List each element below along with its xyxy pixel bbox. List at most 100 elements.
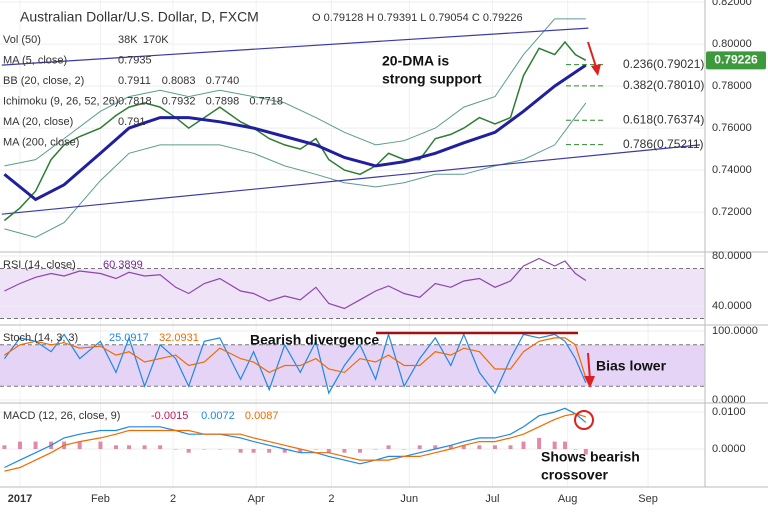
line-series (3, 332, 587, 395)
annotation: 20-DMA is (382, 53, 449, 69)
histogram-bar (552, 441, 557, 449)
y-tick-label: 40.0000 (712, 300, 752, 312)
indicator-readout: 0.7718 (249, 95, 283, 107)
annotation: Shows bearish (541, 449, 640, 465)
x-tick-label: 2017 (8, 493, 32, 505)
x-tick-label: 2 (328, 493, 334, 505)
histogram-bar (448, 445, 453, 449)
fib-label: 0.786(0.75211) (623, 137, 704, 151)
histogram-bar (282, 448, 287, 453)
histogram-bar (186, 448, 191, 453)
x-tick-label: Feb (91, 493, 110, 505)
indicator-readout: 38K (118, 34, 138, 46)
indicator-name: Ichimoku (9, 26, 52, 26) (3, 95, 119, 107)
histogram-bar (98, 441, 103, 449)
histogram-bar (17, 441, 22, 449)
y-tick-label: 0.0000 (712, 443, 746, 455)
annotation: Bias lower (596, 358, 667, 374)
y-tick-label: 80.0000 (712, 250, 752, 262)
indicator-readout: 0.7740 (206, 75, 240, 87)
indicator-readout: 0.791 (118, 116, 146, 128)
indicator-readout: 0.0072 (201, 410, 235, 422)
y-tick-label: 0.82000 (712, 0, 752, 8)
histogram-bar (573, 448, 578, 450)
indicator-name: MA (200, close) (3, 136, 79, 148)
arrow-head (584, 376, 595, 388)
histogram-bar (357, 448, 362, 453)
indicator-readout: 0.7932 (162, 95, 196, 107)
line-series (4, 102, 587, 238)
y-tick-label: 0.76000 (712, 122, 752, 134)
indicator-name: MA (20, close) (3, 116, 73, 128)
arrow-head (591, 64, 601, 76)
indicator-readout: 0.7935 (118, 54, 152, 66)
indicator-readout: -0.0015 (151, 410, 188, 422)
histogram-bar (477, 445, 482, 449)
histogram-bar (433, 445, 438, 449)
indicator-readout: 0.7818 (118, 95, 152, 107)
indicator-name: MACD (12, 26, close, 9) (3, 410, 120, 422)
histogram-bar (238, 448, 243, 453)
annotation: crossover (541, 467, 608, 483)
histogram-bar (2, 445, 7, 449)
histogram-bar (508, 445, 513, 449)
line-series (3, 63, 587, 202)
histogram-bar (461, 445, 466, 449)
ohlc: O 0.79128 H 0.79391 L 0.79054 C 0.79226 (312, 12, 523, 24)
histogram-bar (173, 448, 178, 450)
y-tick-label: 0.80000 (712, 38, 752, 50)
x-tick-label: Sep (638, 493, 658, 505)
indicator-name: RSI (14, close) (3, 259, 76, 271)
histogram-bar (126, 445, 131, 449)
line-series (4, 413, 586, 472)
histogram-bar (521, 441, 526, 449)
y-tick-label: 0.78000 (712, 80, 752, 92)
last-price-tag (706, 51, 766, 70)
histogram-bar (342, 448, 347, 453)
annotation: strong support (382, 71, 482, 87)
histogram-bar (77, 441, 82, 449)
x-tick-label: Jun (400, 493, 418, 505)
histogram-bar (202, 448, 207, 450)
histogram-bar (142, 445, 147, 449)
line-series (4, 407, 587, 469)
y-tick-label: 0.0100 (712, 406, 746, 418)
histogram-bar (267, 448, 272, 453)
x-tick-label: Jul (485, 493, 499, 505)
indicator-readout: 0.7898 (206, 95, 240, 107)
histogram-bar (217, 448, 222, 450)
histogram-bar (313, 448, 318, 450)
indicator-readout: 170K (143, 34, 169, 46)
histogram-bar (251, 448, 256, 453)
histogram-bar (492, 445, 497, 449)
indicator-readout: 60.3899 (103, 259, 143, 271)
indicator-readout: 0.8083 (162, 75, 196, 87)
histogram-bar (33, 441, 38, 449)
x-tick-label: Apr (248, 493, 265, 505)
line-series (4, 337, 587, 379)
indicator-readout: 0.7911 (118, 75, 151, 87)
indicator-name: BB (20, close, 2) (3, 75, 84, 87)
y-tick-label: 0.0000 (712, 394, 746, 406)
chart-title: Australian Dollar/U.S. Dollar, D, FXCM (20, 9, 259, 25)
x-tick-label: Aug (558, 493, 578, 505)
histogram-bar (114, 445, 119, 449)
crossover-circle (574, 410, 594, 430)
indicator-name: MA (5, close) (3, 54, 67, 66)
histogram-bar (373, 448, 378, 450)
fib-label: 0.618(0.76374) (623, 112, 704, 126)
last-price-label: 0.79226 (714, 53, 758, 67)
y-tick-label: 100.0000 (712, 325, 758, 337)
x-tick-label: 2 (170, 493, 176, 505)
indicator-name: Stoch (14, 3, 3) (3, 332, 78, 344)
histogram-bar (583, 448, 588, 455)
line-series (1, 27, 589, 66)
annotation: Bearish divergence (250, 332, 379, 348)
histogram-bar (402, 448, 407, 450)
indicator-readout: 32.0931 (159, 332, 199, 344)
y-tick-label: 0.72000 (712, 206, 752, 218)
histogram-bar (563, 441, 568, 449)
